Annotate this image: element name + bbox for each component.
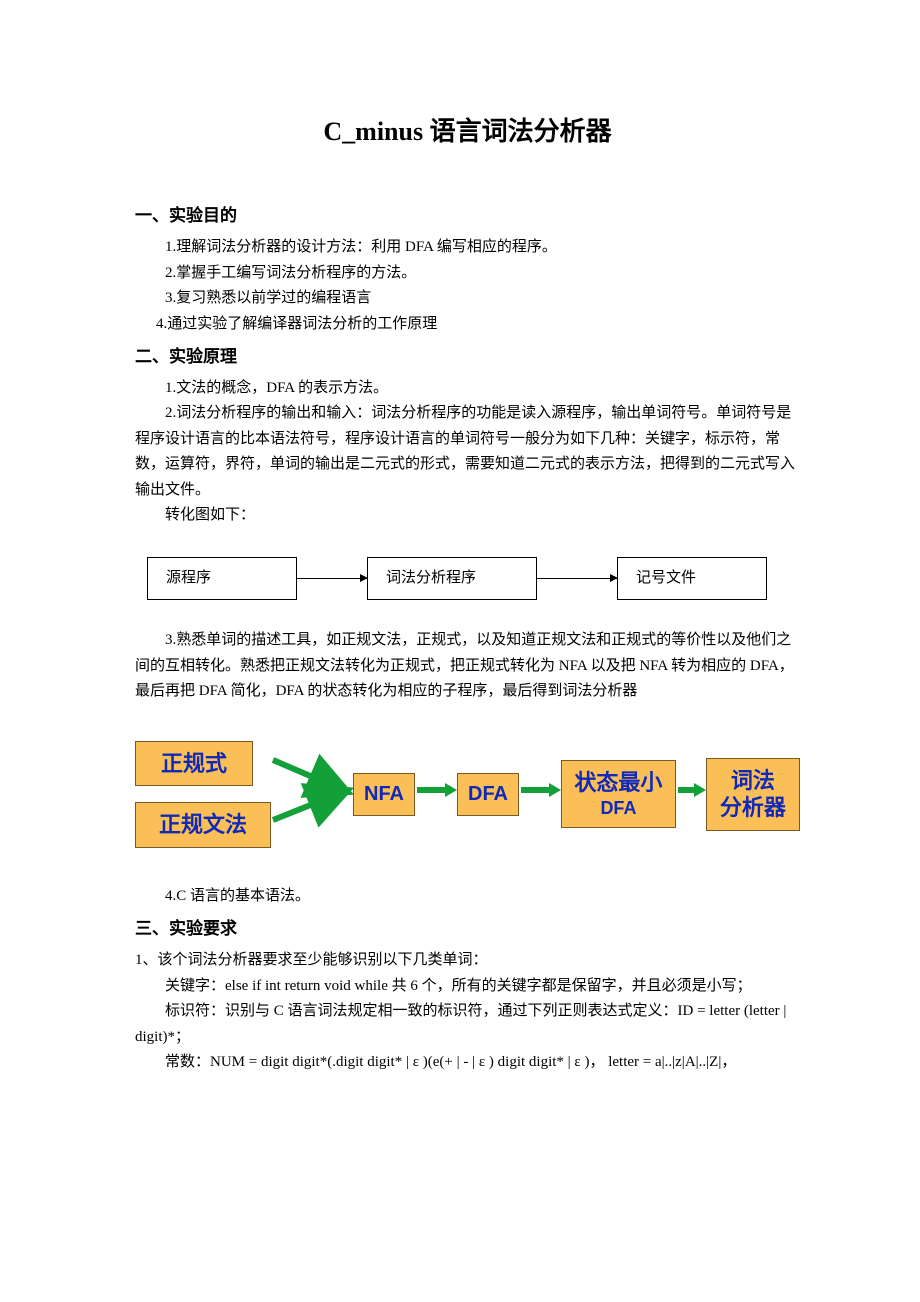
s1-item-2: 2.掌握手工编写词法分析程序的方法。	[135, 261, 800, 287]
flow2-regex-label: 正规式	[161, 751, 227, 776]
s2-p3: 转化图如下：	[135, 503, 800, 529]
flow2-arrow-4	[676, 781, 706, 809]
flow2-mindfa-l2: DFA	[574, 797, 663, 820]
s2-p4: 3.熟悉单词的描述工具，如正规文法，正规式，以及知道正规文法和正规式的等价性以及…	[135, 628, 800, 705]
s3-p4: 常数：NUM = digit digit*(.digit digit* | ε …	[135, 1050, 800, 1076]
flow2-box-lexer: 词法 分析器	[706, 758, 800, 831]
flow2-lexer-l1: 词法	[719, 767, 787, 795]
section-2-heading: 二、实验原理	[135, 343, 800, 372]
flow1-box-source: 源程序	[147, 557, 297, 601]
flow2-left-col: 正规式 正规文法	[135, 741, 271, 848]
s1-item-4: 4.通过实验了解编译器词法分析的工作原理	[135, 312, 800, 338]
flow2-box-nfa: NFA	[353, 773, 415, 816]
s2-p2: 2.词法分析程序的输出和输入：词法分析程序的功能是读入源程序，输出单词符号。单词…	[135, 401, 800, 503]
flow1-box-tokens: 记号文件	[617, 557, 767, 601]
flow1-arrow-2	[537, 578, 617, 579]
flow2-box-regex: 正规式	[135, 741, 253, 787]
flow2-dfa-label: DFA	[468, 783, 508, 805]
flow1-arrow-1	[297, 578, 367, 579]
flow2-nfa-label: NFA	[364, 783, 404, 805]
s3-p1: 1、该个词法分析器要求至少能够识别以下几类单词：	[135, 948, 800, 974]
section-1-heading: 一、实验目的	[135, 202, 800, 231]
s2-p1: 1.文法的概念，DFA 的表示方法。	[135, 376, 800, 402]
flow2-merge-arrow	[271, 742, 353, 848]
flow2-arrow-3	[519, 781, 561, 809]
s1-item-1: 1.理解词法分析器的设计方法：利用 DFA 编写相应的程序。	[135, 235, 800, 261]
s3-p3: 标识符：识别与 C 语言词法规定相一致的标识符，通过下列正则表达式定义：ID =…	[135, 999, 800, 1050]
flow2-arrow-2	[415, 781, 457, 809]
s2-p5: 4.C 语言的基本语法。	[135, 884, 800, 910]
section-3-heading: 三、实验要求	[135, 915, 800, 944]
page-title: C_minus 语言词法分析器	[135, 110, 800, 154]
flow2-box-grammar: 正规文法	[135, 802, 271, 848]
flow1-box-lexer: 词法分析程序	[367, 557, 537, 601]
s1-item-3: 3.复习熟悉以前学过的编程语言	[135, 286, 800, 312]
flow2-lexer-l2: 分析器	[719, 794, 787, 822]
flow2-box-dfa: DFA	[457, 773, 519, 816]
flow2-grammar-label: 正规文法	[159, 812, 247, 837]
flow-diagram-1: 源程序 词法分析程序 记号文件	[147, 557, 800, 601]
flow2-box-mindfa: 状态最小 DFA	[561, 760, 676, 828]
s3-p2: 关键字：else if int return void while 共 6 个，…	[135, 974, 800, 1000]
flow2-mindfa-l1: 状态最小	[574, 769, 663, 797]
flow-diagram-2: 正规式 正规文法 NFA DFA 状态最小 DFA	[135, 741, 800, 848]
